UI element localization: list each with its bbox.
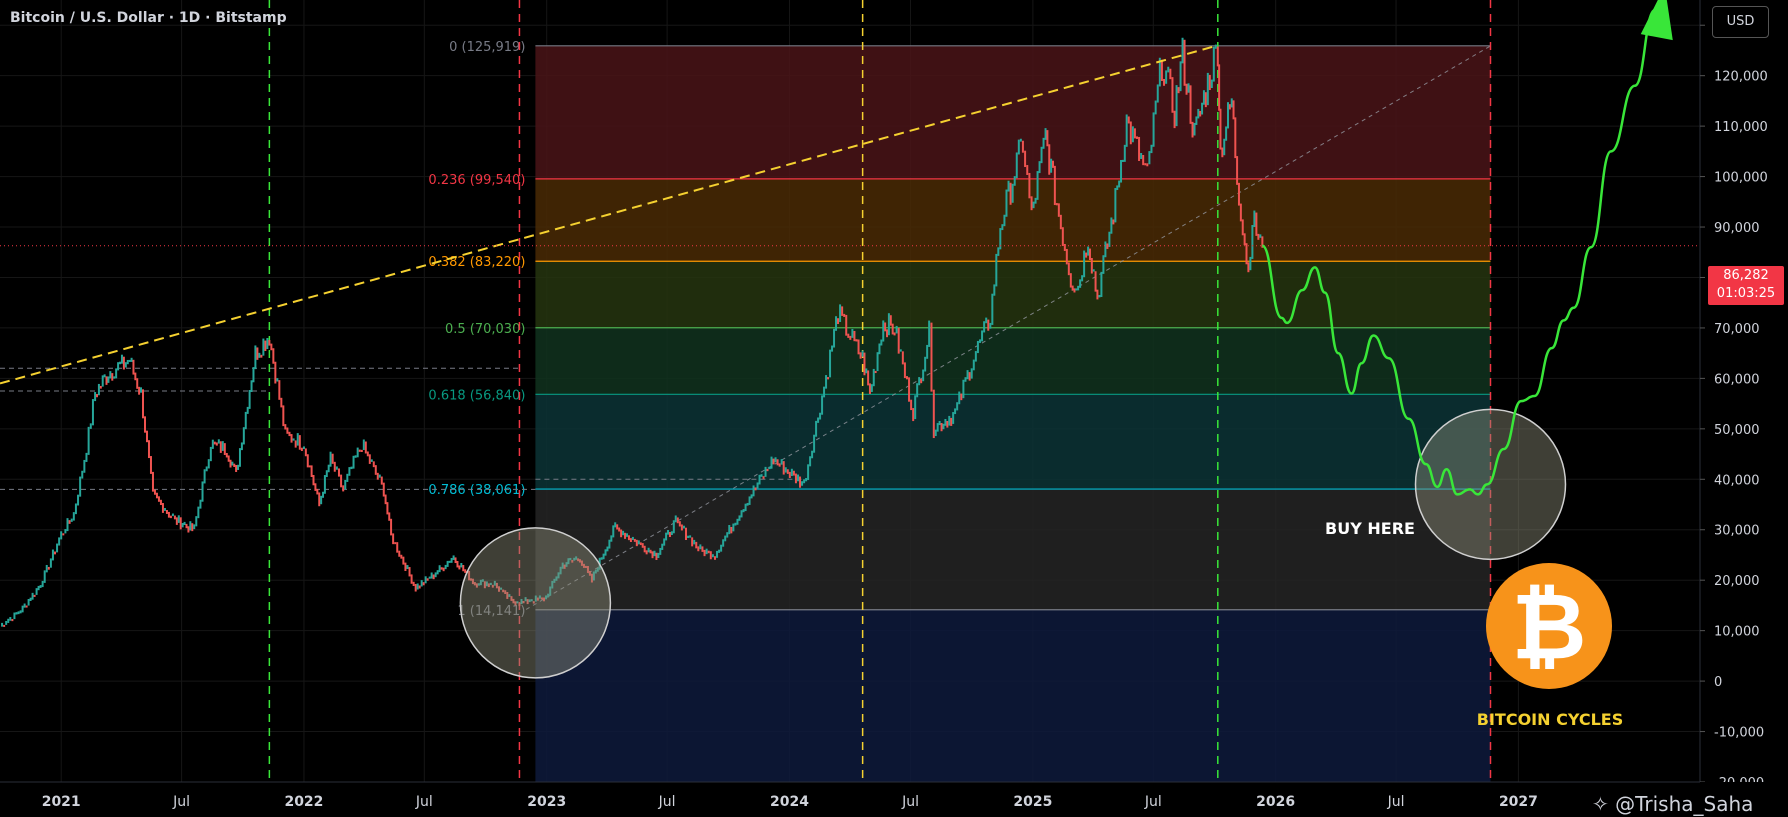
projection-arrow-icon	[1640, 0, 1673, 41]
fib-level-label: 0 (125,919)	[449, 40, 525, 55]
x-tick-label: 2021	[42, 794, 81, 810]
fib-level-label: 0.5 (70,030)	[445, 322, 525, 337]
x-tick-label: 2025	[1013, 794, 1052, 810]
time-axis-panel	[0, 782, 1788, 817]
bitcoin-cycles-label: BITCOIN CYCLES	[1476, 710, 1624, 729]
x-tick-label: 2027	[1499, 794, 1538, 810]
y-tick-label: 10,000	[1714, 625, 1760, 640]
y-tick-label: 60,000	[1714, 372, 1760, 387]
fib-level-label: 1 (14,141)	[457, 604, 525, 619]
fib-level-label: 0.786 (38,061)	[428, 483, 525, 498]
fib-zone	[535, 45, 1491, 179]
current-price-value: 86,282	[1723, 268, 1769, 283]
fib-zone	[535, 261, 1491, 328]
fib-zone	[535, 327, 1491, 395]
y-tick-label: 40,000	[1714, 473, 1760, 488]
support-trendline	[525, 45, 1491, 610]
y-tick-label: 120,000	[1714, 70, 1768, 85]
fib-level-label: 0.236 (99,540)	[428, 173, 525, 188]
y-tick-label: 110,000	[1714, 120, 1768, 135]
bitcoin-logo-icon: ₿	[1486, 563, 1612, 689]
x-tick-label: 2022	[284, 794, 323, 810]
price-candles	[1, 37, 1264, 627]
y-tick-label: 0	[1714, 675, 1722, 690]
x-tick-label: Jul	[1144, 794, 1162, 810]
price-axis-panel	[1700, 0, 1788, 817]
x-tick-label: Jul	[901, 794, 919, 810]
chart-title: Bitcoin / U.S. Dollar · 1D · Bitstamp	[10, 10, 287, 26]
fib-zone	[535, 489, 1491, 610]
y-tick-label: 100,000	[1714, 171, 1768, 186]
author-handle: @Trisha_Saha	[1615, 792, 1754, 816]
y-tick-label: 20,000	[1714, 574, 1760, 589]
bar-countdown: 01:03:25	[1716, 286, 1776, 301]
y-tick-label: -10,000	[1714, 726, 1764, 741]
x-tick-label: 2023	[527, 794, 566, 810]
fib-level-label: 0.618 (56,840)	[428, 388, 525, 403]
currency-button[interactable]: USD	[1712, 6, 1769, 38]
x-tick-label: Jul	[1387, 794, 1405, 810]
x-tick-label: 2026	[1256, 794, 1295, 810]
resistance-trendline	[0, 44, 1219, 385]
x-tick-label: Jul	[415, 794, 433, 810]
projection-path	[1261, 8, 1656, 496]
highlight-circle	[459, 527, 612, 679]
fib-zone	[535, 609, 1491, 782]
current-price-tag: 86,282 01:03:25	[1708, 266, 1784, 305]
highlight-circle	[1414, 408, 1567, 561]
x-tick-label: Jul	[172, 794, 190, 810]
y-tick-label: 70,000	[1714, 322, 1760, 337]
y-tick-label: 50,000	[1714, 423, 1760, 438]
fib-zone	[535, 394, 1491, 490]
x-tick-label: Jul	[658, 794, 676, 810]
fib-level-label: 0.382 (83,220)	[428, 255, 525, 270]
tradingview-logo-icon: ✧	[1592, 792, 1609, 816]
y-tick-label: 30,000	[1714, 524, 1760, 539]
author-watermark: ✧ @Trisha_Saha	[1592, 792, 1753, 816]
x-tick-label: 2024	[770, 794, 809, 810]
y-tick-label: 90,000	[1714, 221, 1760, 236]
buy-here-label: BUY HERE	[1325, 519, 1415, 538]
